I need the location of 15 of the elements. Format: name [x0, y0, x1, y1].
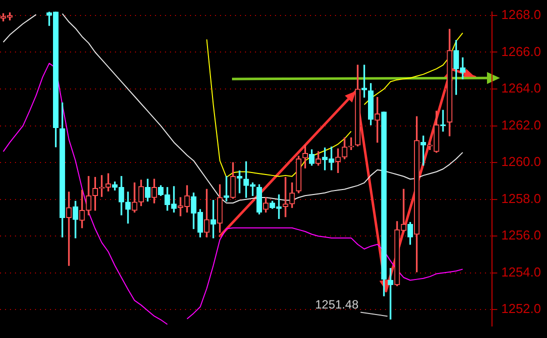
candlestick	[125, 192, 131, 224]
candlestick	[282, 176, 288, 218]
candlestick	[335, 148, 341, 174]
candlestick	[224, 176, 230, 202]
y-tick-label: 1252.0	[501, 301, 542, 316]
y-tick-label: 1254.0	[501, 264, 542, 280]
y-tick-label: 1256.0	[501, 228, 542, 243]
y-tick-label: 1266.0	[501, 44, 542, 59]
y-tick-label: 1260.0	[501, 154, 542, 170]
y-tick-label: 1258.0	[501, 190, 542, 206]
candlestick	[388, 268, 394, 320]
y-tick-label: 1264.0	[501, 80, 542, 96]
y-tick-label: 1268.0	[501, 7, 542, 22]
y-tick-label: 1262.0	[501, 117, 542, 132]
annotation: 1251.48	[315, 298, 359, 312]
